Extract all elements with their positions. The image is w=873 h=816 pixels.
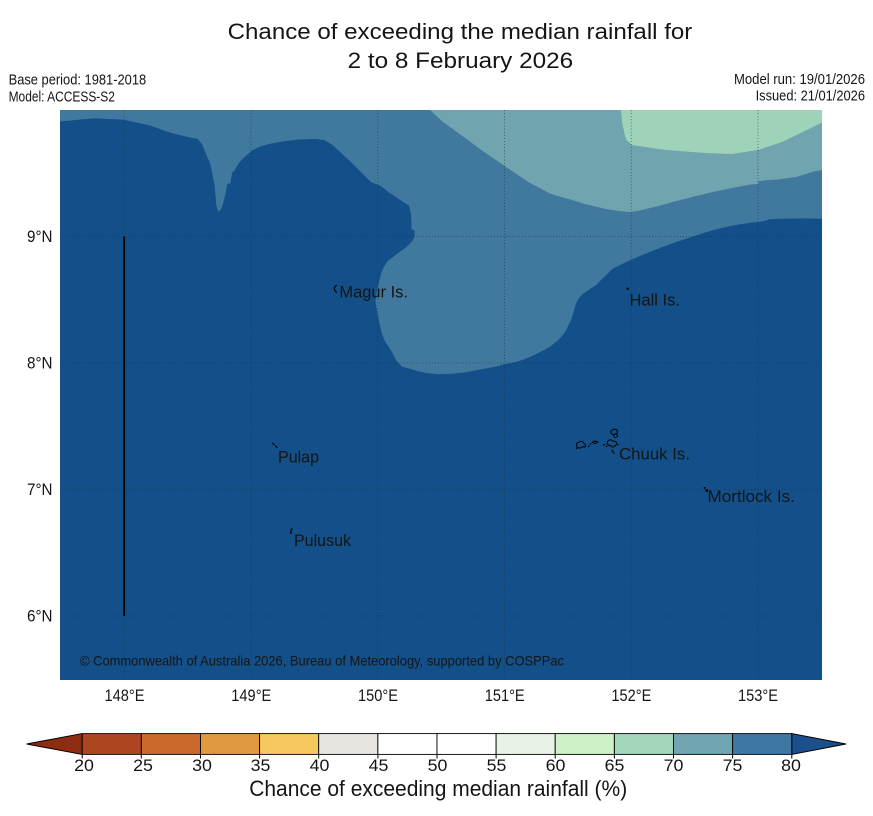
svg-text:Model: ACCESS-S2: Model: ACCESS-S2 xyxy=(9,89,115,106)
svg-text:35: 35 xyxy=(251,757,271,775)
svg-text:25: 25 xyxy=(133,757,153,775)
svg-text:6°N: 6°N xyxy=(27,608,53,626)
svg-text:Mortlock Is.: Mortlock Is. xyxy=(708,488,795,506)
svg-text:30: 30 xyxy=(192,757,212,775)
svg-text:50: 50 xyxy=(428,757,448,775)
svg-text:20: 20 xyxy=(74,757,94,775)
svg-text:Pulap: Pulap xyxy=(278,449,319,467)
svg-text:80: 80 xyxy=(781,757,801,775)
svg-text:55: 55 xyxy=(487,757,507,775)
svg-text:148°E: 148°E xyxy=(105,687,145,705)
svg-text:© Commonwealth of Australia 20: © Commonwealth of Australia 2026, Bureau… xyxy=(80,654,564,669)
svg-text:Model run: 19/01/2026: Model run: 19/01/2026 xyxy=(734,71,865,88)
svg-text:60: 60 xyxy=(546,757,566,775)
svg-text:7°N: 7°N xyxy=(27,481,53,499)
svg-text:Issued: 21/01/2026: Issued: 21/01/2026 xyxy=(756,87,865,104)
svg-text:70: 70 xyxy=(664,757,684,775)
svg-text:Pulusuk: Pulusuk xyxy=(294,532,352,550)
svg-text:Base period: 1981-2018: Base period: 1981-2018 xyxy=(9,71,147,88)
svg-text:75: 75 xyxy=(723,757,743,775)
svg-text:65: 65 xyxy=(605,757,625,775)
svg-text:149°E: 149°E xyxy=(231,687,271,705)
svg-text:40: 40 xyxy=(310,757,330,775)
svg-text:2 to 8 February 2026: 2 to 8 February 2026 xyxy=(348,48,573,73)
svg-text:Hall Is.: Hall Is. xyxy=(630,292,681,310)
svg-text:152°E: 152°E xyxy=(611,687,651,705)
svg-text:Chuuk Is.: Chuuk Is. xyxy=(619,446,690,464)
svg-text:Chance of exceeding the median: Chance of exceeding the median rainfall … xyxy=(228,19,693,44)
svg-text:150°E: 150°E xyxy=(358,687,398,705)
svg-text:153°E: 153°E xyxy=(738,687,778,705)
svg-text:8°N: 8°N xyxy=(27,355,53,373)
svg-text:Chance of exceeding median rai: Chance of exceeding median rainfall (%) xyxy=(249,776,627,801)
svg-text:45: 45 xyxy=(369,757,389,775)
svg-text:151°E: 151°E xyxy=(485,687,525,705)
svg-text:Magur Is.: Magur Is. xyxy=(339,284,408,302)
svg-text:9°N: 9°N xyxy=(27,228,53,246)
